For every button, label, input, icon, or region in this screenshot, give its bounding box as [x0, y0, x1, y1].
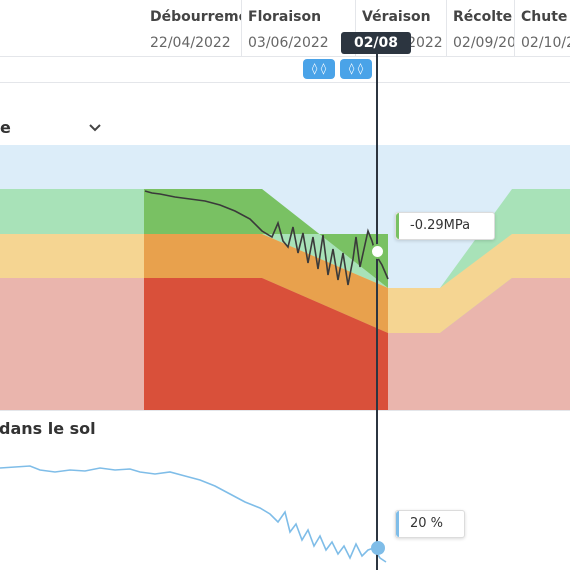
orange-zone-history	[144, 234, 388, 333]
soil-water-value: 20 %	[410, 516, 444, 531]
soil-water-chart	[0, 465, 387, 563]
stage-date: 22/04/2022	[150, 35, 231, 51]
green-zone-history	[144, 189, 388, 288]
chevron-down-icon	[88, 118, 102, 137]
soil-water-title: dans le sol	[0, 419, 96, 438]
stage-debourrement: Débourrement 22/04/2022	[144, 0, 242, 56]
water-potential-chart	[0, 145, 570, 411]
soil-water-line	[0, 465, 387, 563]
stage-chute: Chute 02/10/2022	[515, 0, 570, 56]
moderate-stress-zone-right	[388, 234, 570, 333]
potential-point	[370, 244, 385, 259]
stage-name: Récolte	[453, 9, 513, 25]
soil-water-title-text: dans le sol	[0, 419, 96, 438]
time-cursor-label: 02/08	[341, 32, 411, 54]
stage-name: Véraison	[362, 9, 431, 25]
stage-date: 02/10/2022	[521, 35, 570, 51]
irrigation-row-divider	[0, 82, 570, 83]
stage-name: Chute	[521, 9, 568, 25]
soil-water-point	[371, 541, 385, 555]
red-zone-history	[144, 278, 388, 411]
irrigation-marker[interactable]: ◊ ◊	[340, 59, 372, 79]
stages-header: Débourrement 22/04/2022 Floraison 03/06/…	[0, 0, 570, 56]
moderate-stress-zone	[0, 234, 440, 333]
tag-accent	[396, 511, 399, 537]
potential-selector-label: e	[0, 118, 11, 137]
potential-line	[144, 190, 389, 286]
stage-date: 03/06/2022	[248, 35, 329, 51]
stage-name: Débourrement	[150, 9, 241, 25]
stage-date: 02/09/2022	[453, 35, 515, 51]
potential-selector[interactable]: e	[0, 112, 110, 140]
stage-recolte: Récolte 02/09/2022	[447, 0, 515, 56]
soil-water-value-tag: 20 %	[395, 510, 465, 538]
cursor-date: 02/08	[353, 35, 399, 51]
tag-accent	[396, 213, 399, 239]
time-cursor-line[interactable]	[376, 35, 378, 570]
stage-floraison: Floraison 03/06/2022	[242, 0, 356, 56]
stage-name: Floraison	[248, 9, 322, 25]
potential-value: -0.29MPa	[410, 218, 471, 233]
water-drops-icon: ◊ ◊	[311, 62, 327, 75]
potential-value-tag: -0.29MPa	[395, 212, 495, 240]
header-divider	[0, 56, 570, 57]
water-drops-icon: ◊ ◊	[348, 62, 364, 75]
irrigation-marker[interactable]: ◊ ◊	[303, 59, 335, 79]
